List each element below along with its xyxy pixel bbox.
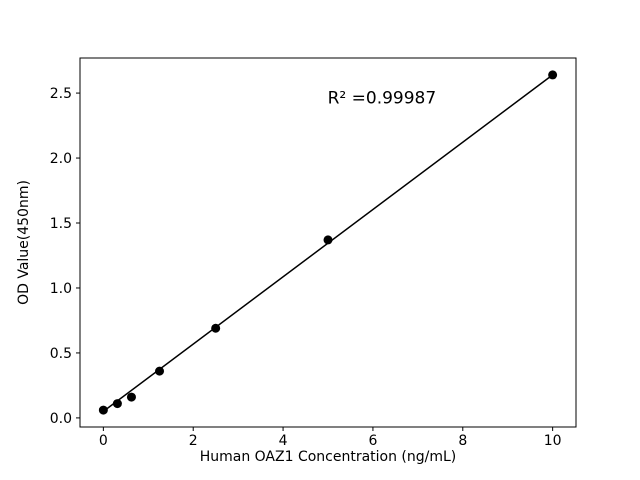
data-point — [98, 405, 108, 415]
x-tick-label: 6 — [368, 433, 377, 449]
y-tick-label: 2.5 — [50, 86, 72, 102]
x-tick-label: 8 — [458, 433, 467, 449]
x-tick-label: 2 — [189, 433, 198, 449]
y-tick-label: 1.5 — [50, 216, 72, 232]
r-squared-annotation: R² =0.99987 — [328, 88, 437, 108]
x-tick-label: 4 — [279, 433, 288, 449]
x-tick-label: 0 — [99, 433, 108, 449]
data-point — [548, 70, 558, 80]
y-tick-label: 2.0 — [50, 151, 72, 167]
data-point — [323, 235, 333, 245]
y-tick-label: 0.5 — [50, 346, 72, 362]
x-axis-label: Human OAZ1 Concentration (ng/mL) — [200, 449, 457, 465]
plot-border — [79, 57, 577, 428]
data-point — [211, 323, 221, 333]
data-point — [155, 366, 165, 376]
data-point — [126, 392, 136, 402]
y-tick-label: 0.0 — [50, 411, 72, 427]
y-axis-label: OD Value(450nm) — [16, 180, 32, 305]
x-tick-label: 10 — [544, 433, 562, 449]
y-tick-label: 1.0 — [50, 281, 72, 297]
data-point — [112, 399, 122, 409]
